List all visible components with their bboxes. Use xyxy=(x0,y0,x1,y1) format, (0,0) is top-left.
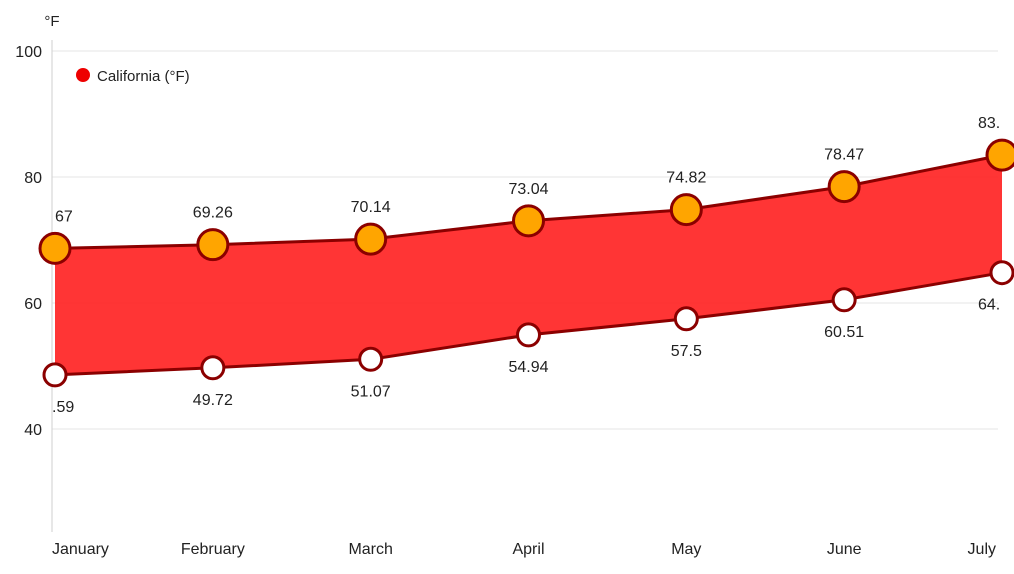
data-markers xyxy=(38,138,1014,388)
high-data-label: 83. xyxy=(978,115,1000,132)
x-tick-label: May xyxy=(671,541,701,558)
low-point-june[interactable] xyxy=(831,287,857,313)
y-tick-label: 80 xyxy=(24,170,42,187)
high-data-label: 74.82 xyxy=(666,170,706,187)
low-point-march[interactable] xyxy=(358,346,384,372)
x-tick-label: January xyxy=(52,541,109,558)
legend-label: California (°F) xyxy=(97,68,190,85)
high-data-label: 67 xyxy=(55,208,73,225)
high-point-april[interactable] xyxy=(512,204,545,238)
low-data-label: 64. xyxy=(978,297,1000,314)
low-point-april[interactable] xyxy=(516,322,541,348)
legend[interactable]: California (°F) xyxy=(76,68,190,85)
x-tick-label: June xyxy=(827,541,862,558)
high-point-january[interactable] xyxy=(38,231,72,265)
x-tick-label: February xyxy=(181,541,245,558)
high-data-label: 70.14 xyxy=(351,199,391,216)
x-tick-label: July xyxy=(968,541,996,558)
high-data-label: 78.47 xyxy=(824,147,864,164)
data-labels: 67 69.26 70.14 73.04 74.82 78.47 83. .59 49.72 51… xyxy=(52,115,1000,416)
low-point-february[interactable] xyxy=(200,355,226,381)
y-tick-label: 60 xyxy=(24,296,42,313)
high-point-may[interactable] xyxy=(669,193,703,227)
y-axis-unit: °F xyxy=(44,13,59,30)
low-data-label: .59 xyxy=(52,399,74,416)
range-area-fill xyxy=(55,155,1002,375)
low-data-label: 51.07 xyxy=(351,383,391,400)
high-point-june[interactable] xyxy=(827,170,861,204)
low-data-label: 49.72 xyxy=(193,392,233,409)
x-tick-label: April xyxy=(512,541,544,558)
high-data-label: 69.26 xyxy=(193,205,233,222)
x-tick-label: March xyxy=(348,541,392,558)
legend-marker xyxy=(76,68,90,82)
high-point-february[interactable] xyxy=(196,228,230,262)
high-data-label: 73.04 xyxy=(508,181,548,198)
x-tick-labels: January February March April May June July xyxy=(52,541,996,558)
low-point-may[interactable] xyxy=(673,306,699,332)
low-data-label: 54.94 xyxy=(508,359,548,376)
low-point-january[interactable] xyxy=(42,362,68,388)
low-data-label: 57.5 xyxy=(671,343,702,360)
high-point-march[interactable] xyxy=(354,222,388,256)
low-point-july[interactable] xyxy=(989,260,1014,286)
low-data-label: 60.51 xyxy=(824,324,864,341)
y-tick-labels: 40 60 80 100 xyxy=(15,44,42,439)
y-tick-label: 100 xyxy=(15,44,42,61)
y-tick-label: 40 xyxy=(24,422,42,439)
high-point-july[interactable] xyxy=(985,138,1014,172)
